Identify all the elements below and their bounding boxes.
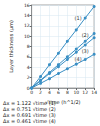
svg-text:2: 2 bbox=[39, 90, 42, 95]
svg-text:16: 16 bbox=[24, 3, 30, 8]
svg-text:12: 12 bbox=[24, 23, 30, 28]
svg-text:10: 10 bbox=[24, 34, 30, 39]
svg-text:4: 4 bbox=[27, 65, 30, 70]
svg-text:8: 8 bbox=[27, 44, 30, 49]
svg-text:(1): (1) bbox=[75, 15, 82, 21]
svg-text:(4): (4) bbox=[75, 56, 82, 62]
svg-text:0: 0 bbox=[26, 85, 30, 91]
svg-text:0: 0 bbox=[30, 90, 33, 95]
svg-text:14: 14 bbox=[91, 90, 97, 95]
svg-text:2: 2 bbox=[27, 75, 30, 80]
svg-text:Δx = 1.122 √time (1): Δx = 1.122 √time (1) bbox=[3, 99, 56, 106]
svg-text:12: 12 bbox=[82, 90, 88, 95]
svg-text:Δx = 0.691 √time (3): Δx = 0.691 √time (3) bbox=[3, 112, 56, 118]
svg-text:14: 14 bbox=[24, 13, 30, 18]
svg-text:10: 10 bbox=[73, 90, 79, 95]
svg-text:Layer thickness (µm): Layer thickness (µm) bbox=[8, 20, 15, 73]
svg-text:Δx = 0.461 √time (4): Δx = 0.461 √time (4) bbox=[3, 118, 56, 124]
svg-text:(2): (2) bbox=[82, 32, 89, 38]
svg-text:6: 6 bbox=[27, 54, 30, 59]
svg-text:Δx = 0.751 √time (2): Δx = 0.751 √time (2) bbox=[3, 106, 56, 112]
svg-text:8: 8 bbox=[66, 90, 69, 95]
svg-text:6: 6 bbox=[57, 90, 60, 95]
svg-text:√time (h^1/2): √time (h^1/2) bbox=[45, 99, 80, 105]
svg-text:4: 4 bbox=[48, 90, 51, 95]
svg-text:(3): (3) bbox=[82, 48, 89, 54]
